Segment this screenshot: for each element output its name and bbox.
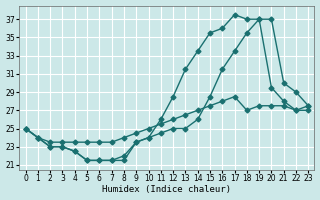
X-axis label: Humidex (Indice chaleur): Humidex (Indice chaleur) — [102, 185, 231, 194]
